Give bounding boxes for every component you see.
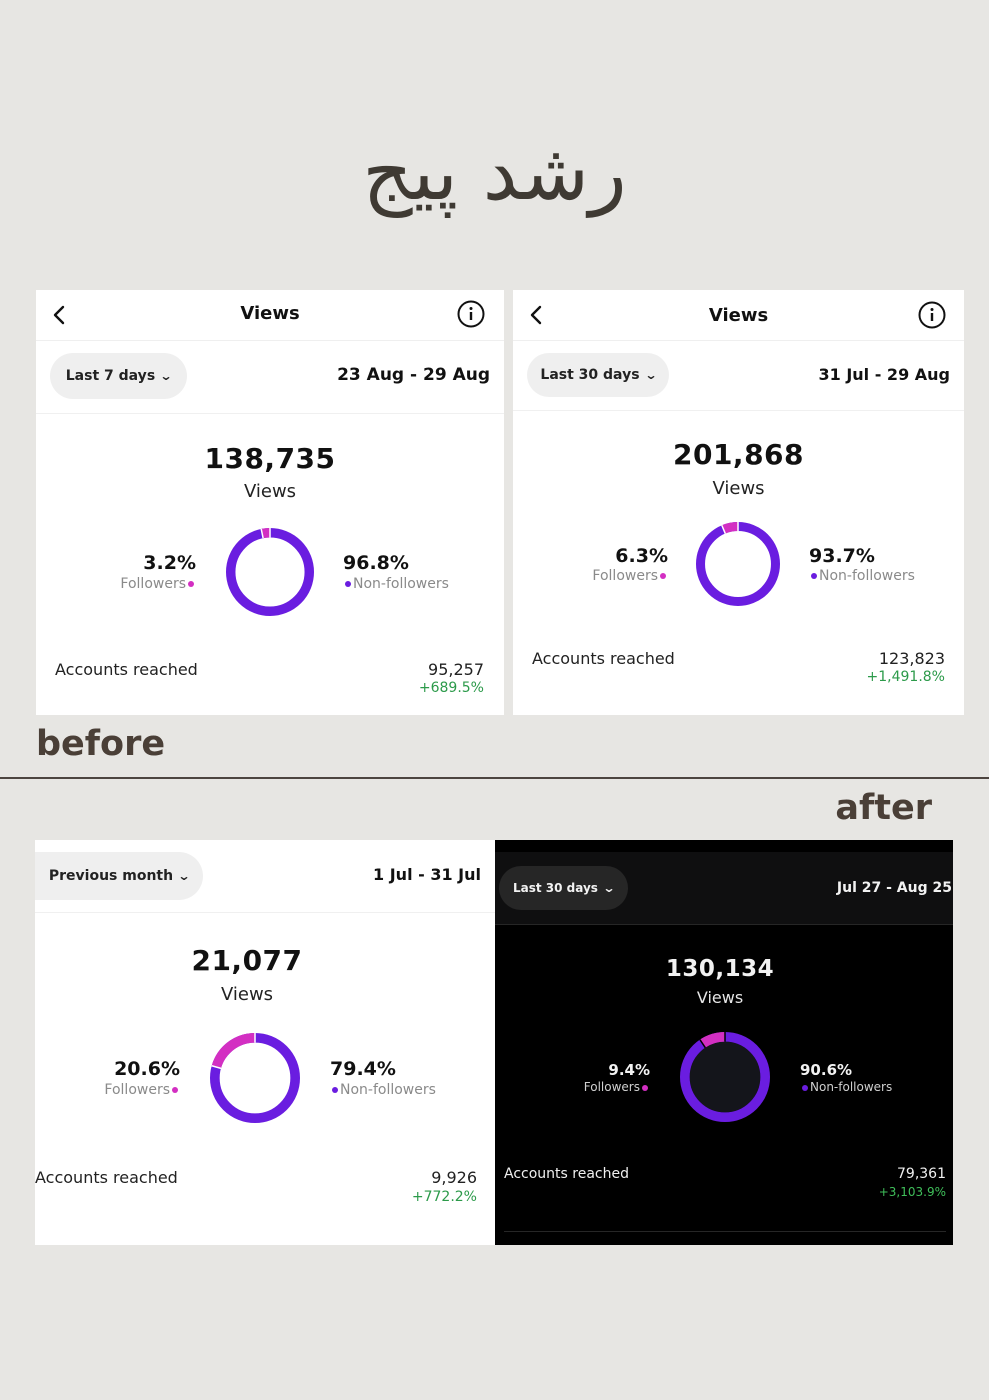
- non-followers-dot: [345, 581, 351, 587]
- accounts-reached-change: +772.2%: [411, 1189, 477, 1205]
- followers-segment: [225, 527, 315, 617]
- views-total: 130,134: [665, 956, 775, 982]
- after-label: after: [835, 788, 932, 828]
- chevron-down-icon: ⌄: [177, 869, 191, 883]
- non-followers-dot: [811, 573, 817, 579]
- accounts-reached-label: Accounts reached: [504, 1166, 629, 1182]
- date-range: 1 Jul - 31 Jul: [373, 865, 481, 884]
- accounts-reached-value: 95,257: [428, 660, 484, 679]
- views-label: Views: [696, 988, 744, 1007]
- views-panel-last-7-days: Views Last 7 days ⌄ 23 Aug - 29 Aug 138,…: [36, 290, 504, 715]
- period-dropdown[interactable]: Last 30 days ⌄: [499, 866, 628, 910]
- date-range: Jul 27 - Aug 25: [836, 880, 952, 896]
- accounts-reached-value: 9,926: [431, 1168, 477, 1187]
- accounts-reached-label: Accounts reached: [532, 649, 675, 668]
- info-circle-icon[interactable]: [917, 300, 947, 330]
- followers-segment: [695, 521, 781, 607]
- segment-gap: [260, 528, 264, 539]
- followers-legend: Followers: [592, 568, 668, 584]
- info-circle-icon[interactable]: [456, 299, 486, 329]
- non-followers-dot: [802, 1084, 808, 1091]
- views-total: 201,868: [672, 438, 805, 471]
- segment-gap: [721, 524, 726, 534]
- followers-percent: 20.6%: [114, 1058, 180, 1080]
- date-range: 23 Aug - 29 Aug: [337, 365, 490, 385]
- panel-header: Views: [36, 290, 504, 341]
- chevron-down-icon: ⌄: [644, 368, 658, 382]
- non-followers-segment: [225, 527, 315, 617]
- accounts-reached-change: +3,103.9%: [878, 1185, 946, 1199]
- period-label: Last 7 days: [65, 368, 156, 384]
- period-dropdown[interactable]: Last 30 days ⌄: [527, 353, 669, 397]
- followers-dot: [172, 1087, 178, 1093]
- accounts-reached-change: +689.5%: [418, 680, 484, 696]
- date-range: 31 Jul - 29 Aug: [818, 365, 950, 384]
- chevron-down-icon: ⌄: [602, 881, 616, 895]
- page-title: رشد پیج: [362, 128, 627, 218]
- header-title: Views: [240, 303, 300, 324]
- followers-dot: [188, 581, 194, 587]
- followers-legend: Followers: [120, 576, 196, 592]
- followers-percent: 9.4%: [608, 1061, 650, 1079]
- period-dropdown[interactable]: Previous month ⌄: [35, 852, 203, 900]
- accounts-reached-value: 123,823: [878, 649, 945, 668]
- followers-dot: [660, 573, 666, 579]
- period-label: Last 30 days: [540, 367, 640, 383]
- header-title: Views: [708, 305, 769, 326]
- non-followers-legend: Non-followers: [343, 576, 449, 592]
- non-followers-dot: [332, 1087, 338, 1093]
- views-panel-dark-last-30-days: Last 30 days ⌄ Jul 27 - Aug 25 130,134 V…: [495, 840, 953, 1245]
- non-followers-legend: Non-followers: [809, 568, 915, 584]
- followers-percent: 3.2%: [143, 552, 196, 574]
- views-label: Views: [220, 984, 274, 1005]
- views-total: 21,077: [191, 944, 303, 977]
- donut-center: [689, 1041, 761, 1113]
- chevron-left-icon[interactable]: [48, 303, 72, 327]
- views-total: 138,735: [204, 442, 336, 475]
- before-label: before: [36, 724, 166, 764]
- non-followers-percent: 79.4%: [330, 1058, 396, 1080]
- audience-donut-chart: [680, 1032, 770, 1122]
- section-divider: [0, 777, 989, 779]
- non-followers-percent: 96.8%: [343, 552, 409, 574]
- views-label: Views: [712, 478, 765, 499]
- chevron-left-icon[interactable]: [525, 303, 549, 327]
- non-followers-segment: [695, 521, 781, 607]
- followers-segment: [210, 1033, 300, 1123]
- non-followers-legend: Non-followers: [330, 1082, 436, 1098]
- accounts-reached-label: Accounts reached: [35, 1168, 178, 1187]
- audience-donut-chart: [225, 527, 315, 617]
- non-followers-legend: Non-followers: [800, 1080, 892, 1094]
- views-panel-previous-month: Previous month ⌄ 1 Jul - 31 Jul 21,077 V…: [35, 840, 495, 1245]
- views-panel-last-30-days: Views Last 30 days ⌄ 31 Jul - 29 Aug 201…: [513, 290, 964, 715]
- followers-legend: Followers: [104, 1082, 180, 1098]
- non-followers-percent: 93.7%: [809, 545, 875, 567]
- period-dropdown[interactable]: Last 7 days ⌄: [50, 353, 187, 399]
- audience-donut-chart: [695, 521, 781, 607]
- segment-gap: [699, 1039, 706, 1049]
- followers-dot: [642, 1084, 648, 1091]
- accounts-reached-value: 79,361: [897, 1166, 946, 1182]
- accounts-reached-change: +1,491.8%: [866, 669, 945, 685]
- panel-header: Views: [513, 290, 964, 341]
- period-label: Previous month: [48, 868, 174, 884]
- followers-legend: Followers: [584, 1080, 650, 1094]
- non-followers-percent: 90.6%: [800, 1061, 853, 1079]
- period-label: Last 30 days: [512, 881, 598, 895]
- chevron-down-icon: ⌄: [159, 369, 173, 383]
- segment-gap: [211, 1064, 222, 1070]
- followers-percent: 6.3%: [615, 545, 668, 567]
- audience-donut-chart: [210, 1033, 300, 1123]
- accounts-reached-label: Accounts reached: [55, 660, 198, 679]
- views-label: Views: [243, 481, 297, 502]
